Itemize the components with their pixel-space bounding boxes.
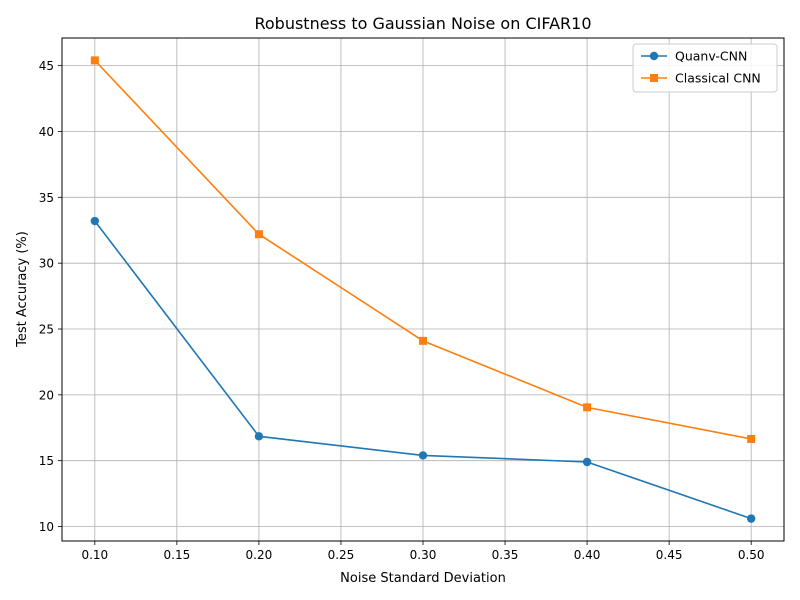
x-axis: 0.10 0.15 0.20 0.25 0.30 0.35 0.40 0.45 0.50 <box>81 541 765 562</box>
legend-marker-quanv-cnn <box>649 51 659 61</box>
data-point-classical-cnn <box>90 56 99 65</box>
x-axis-label: Noise Standard Deviation <box>340 571 506 586</box>
data-point-quanv-cnn <box>746 514 756 523</box>
y-tick-label: 20 <box>39 388 54 402</box>
x-tick-label: 0.50 <box>738 548 765 562</box>
y-tick-label: 25 <box>39 323 54 337</box>
x-tick-label: 0.40 <box>574 548 601 562</box>
data-point-quanv-cnn <box>418 451 428 460</box>
data-point-quanv-cnn <box>254 432 264 441</box>
x-tick-label: 0.20 <box>246 548 273 562</box>
series-layer <box>90 56 756 523</box>
legend: Quanv-CNN Classical CNN <box>632 43 778 93</box>
x-tick-label: 0.45 <box>656 548 683 562</box>
data-point-quanv-cnn <box>582 457 592 467</box>
y-tick-label: 10 <box>39 520 54 534</box>
legend-box <box>632 43 778 93</box>
y-tick-label: 30 <box>39 257 54 271</box>
y-axis-label: Test Accuracy (%) <box>15 231 30 348</box>
y-tick-label: 15 <box>39 454 54 468</box>
data-point-classical-cnn <box>747 434 756 443</box>
x-tick-label: 0.10 <box>81 548 108 562</box>
x-tick-label: 0.35 <box>492 548 519 562</box>
legend-label-quanv-cnn: Quanv-CNN <box>675 49 747 64</box>
chart-title: Robustness to Gaussian Noise on CIFAR10 <box>254 14 591 33</box>
legend-label-classical-cnn: Classical CNN <box>675 71 761 86</box>
y-tick-label: 45 <box>39 59 54 73</box>
data-point-classical-cnn <box>254 230 263 239</box>
data-point-classical-cnn <box>419 336 427 345</box>
y-tick-label: 40 <box>39 125 54 139</box>
y-tick-label: 35 <box>39 191 54 205</box>
y-axis: 10 15 20 25 30 35 40 45 <box>39 59 62 534</box>
grid-lines <box>62 38 784 541</box>
x-tick-label: 0.15 <box>164 548 191 562</box>
x-tick-label: 0.30 <box>410 548 437 562</box>
legend-marker-classical-cnn <box>650 74 658 82</box>
data-point-quanv-cnn <box>90 216 100 226</box>
x-tick-label: 0.25 <box>328 548 355 562</box>
data-point-classical-cnn <box>583 403 592 412</box>
